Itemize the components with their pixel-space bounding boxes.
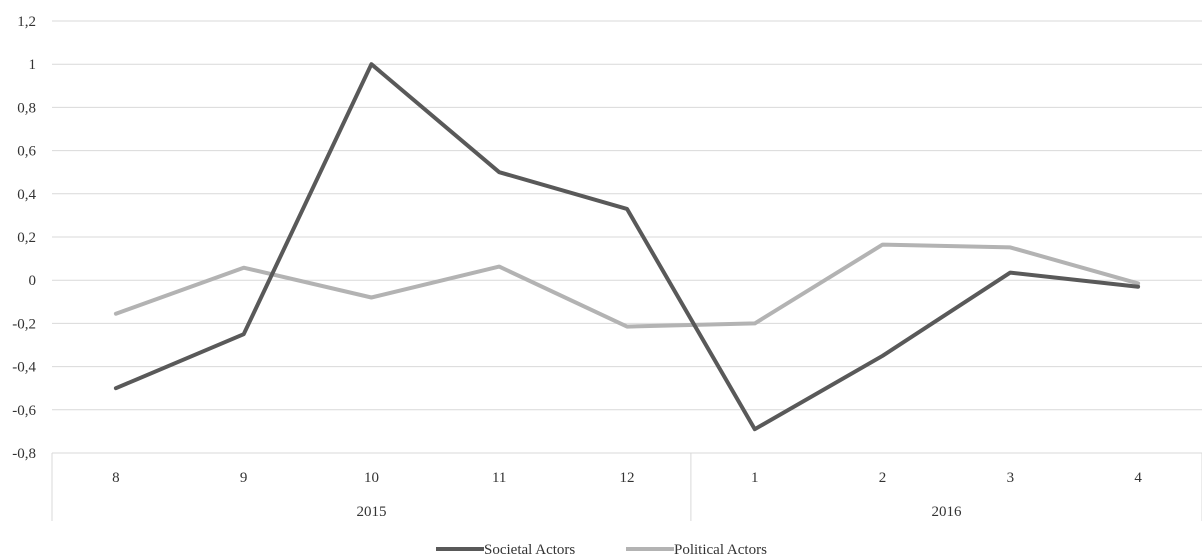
x-tick-label: 1 [751,470,759,486]
series-lines [113,62,1141,432]
series-line [113,62,1141,432]
x-tick-label: 3 [1007,470,1015,486]
y-tick-label: -0,4 [12,360,36,376]
series-line [113,242,1141,329]
x-tick-label: 8 [112,470,120,486]
x-tick-label: 10 [364,470,379,486]
x-tick-label: 9 [240,470,248,486]
y-tick-label: 1,2 [17,14,36,30]
legend: Societal Actors Political Actors [436,542,767,558]
x-group-label: 2015 [356,504,386,520]
x-tick-label: 2 [879,470,887,486]
y-tick-label: 1 [29,57,37,73]
y-tick-label: 0,6 [17,144,36,160]
y-tick-label: 0,2 [17,230,36,246]
y-axis: -0,8 -0,6 -0,4 -0,2 0 0,2 0,4 0,6 0,8 1 1,2 [12,14,36,462]
legend-label: Societal Actors [484,542,575,558]
y-tick-label: -0,8 [12,446,36,462]
x-tick-label: 11 [492,470,506,486]
y-tick-label: 0 [29,273,37,289]
x-tick-label: 4 [1134,470,1142,486]
y-tick-label: 0,8 [17,100,36,116]
x-tick-label: 12 [620,470,635,486]
y-tick-label: 0,4 [17,187,36,203]
legend-label: Political Actors [674,542,767,558]
y-tick-label: -0,2 [12,316,36,332]
x-group-label: 2016 [931,504,962,520]
gridlines [52,20,1202,454]
y-tick-label: -0,6 [12,403,36,419]
